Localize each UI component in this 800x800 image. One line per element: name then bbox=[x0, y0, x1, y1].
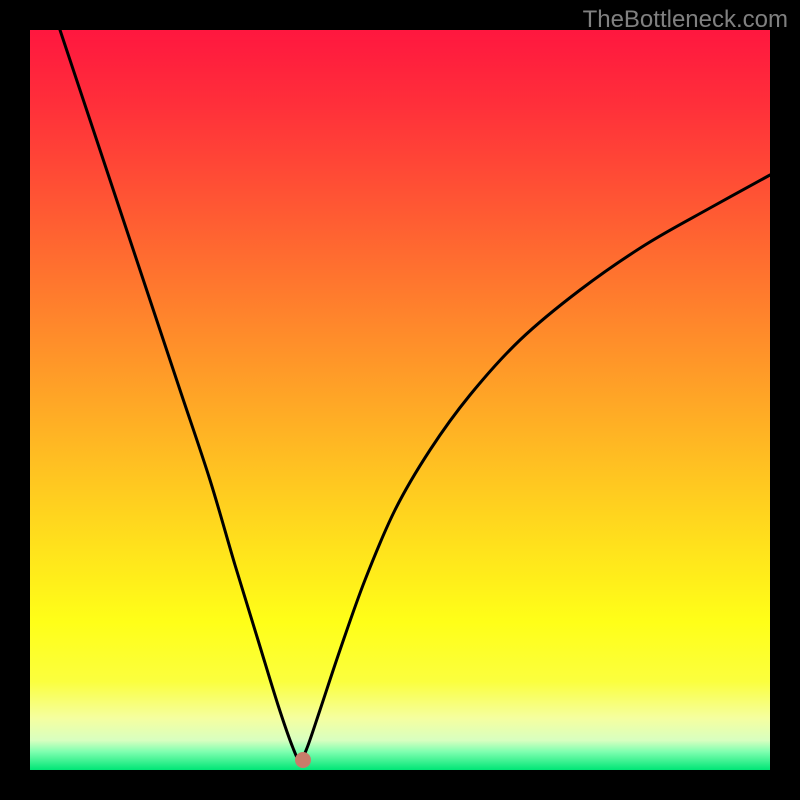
gradient-background bbox=[30, 30, 770, 770]
bottleneck-chart bbox=[0, 0, 800, 800]
chart-container: TheBottleneck.com bbox=[0, 0, 800, 800]
watermark-text: TheBottleneck.com bbox=[583, 6, 788, 34]
optimal-point-marker bbox=[295, 752, 311, 768]
